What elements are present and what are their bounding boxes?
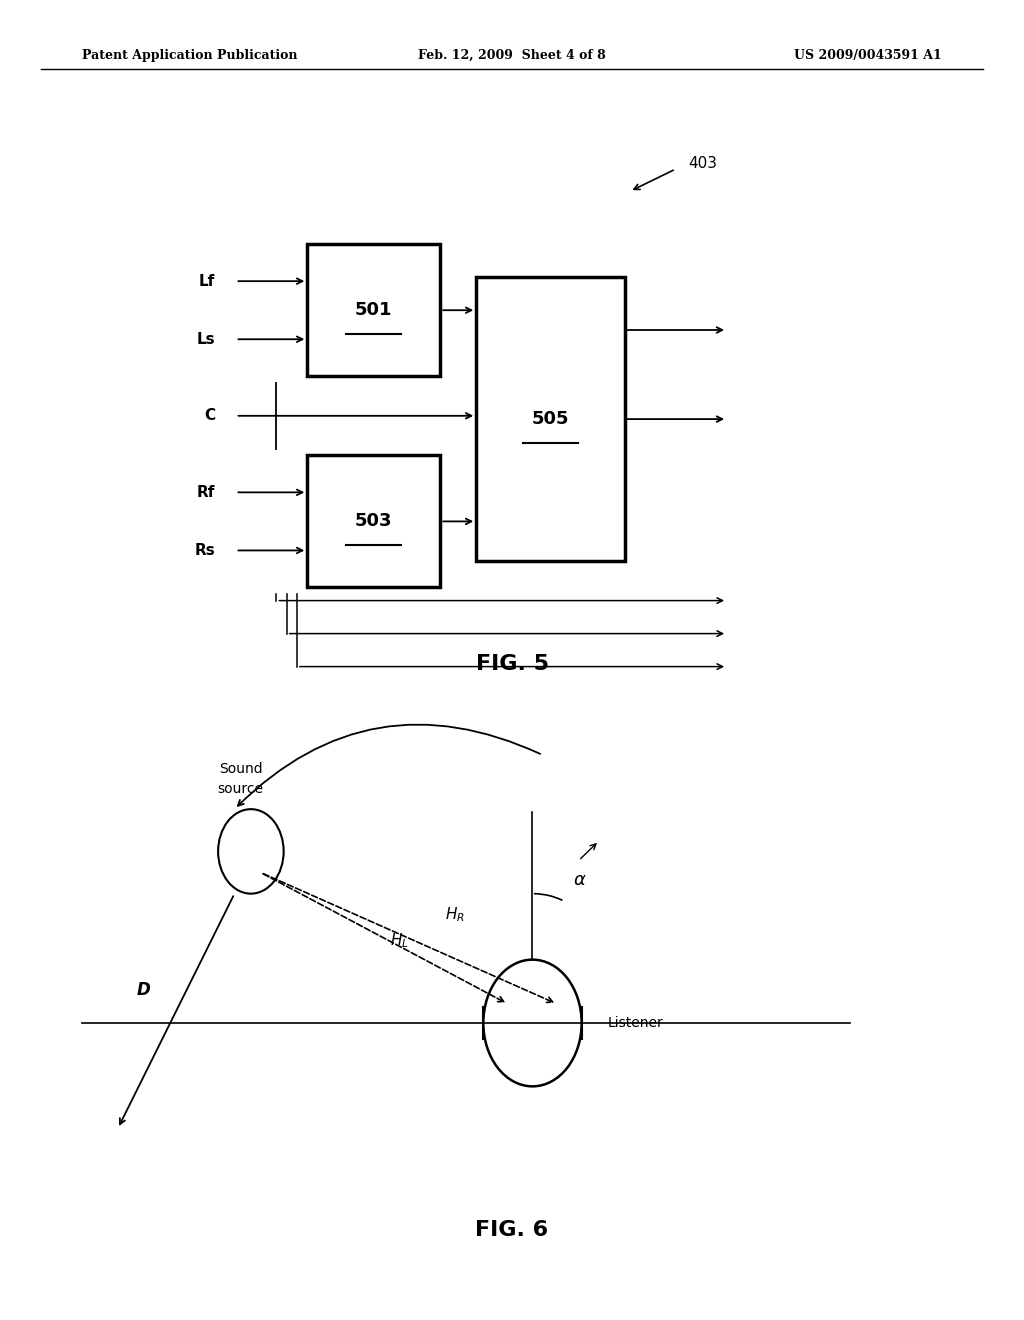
- Text: D: D: [136, 981, 151, 999]
- Text: Rf: Rf: [197, 484, 215, 500]
- Text: 503: 503: [355, 512, 392, 531]
- Text: FIG. 6: FIG. 6: [475, 1220, 549, 1241]
- Text: source: source: [218, 781, 263, 796]
- Text: Ls: Ls: [197, 331, 215, 347]
- Bar: [476, 277, 625, 561]
- Text: $H_L$: $H_L$: [389, 932, 409, 950]
- Text: Feb. 12, 2009  Sheet 4 of 8: Feb. 12, 2009 Sheet 4 of 8: [418, 49, 606, 62]
- Text: Patent Application Publication: Patent Application Publication: [82, 49, 297, 62]
- Text: C: C: [204, 408, 215, 424]
- Text: US 2009/0043591 A1: US 2009/0043591 A1: [795, 49, 942, 62]
- Text: 403: 403: [688, 156, 717, 172]
- Text: 501: 501: [355, 301, 392, 319]
- Text: FIG. 5: FIG. 5: [475, 653, 549, 675]
- Bar: [307, 455, 440, 587]
- Text: Listener: Listener: [607, 1016, 663, 1030]
- Text: $\alpha$: $\alpha$: [573, 871, 587, 890]
- Text: Lf: Lf: [199, 273, 215, 289]
- Text: $H_R$: $H_R$: [444, 906, 465, 924]
- Text: Rs: Rs: [195, 543, 215, 558]
- Bar: [307, 244, 440, 376]
- Text: Sound: Sound: [219, 762, 262, 776]
- Text: 505: 505: [531, 411, 569, 428]
